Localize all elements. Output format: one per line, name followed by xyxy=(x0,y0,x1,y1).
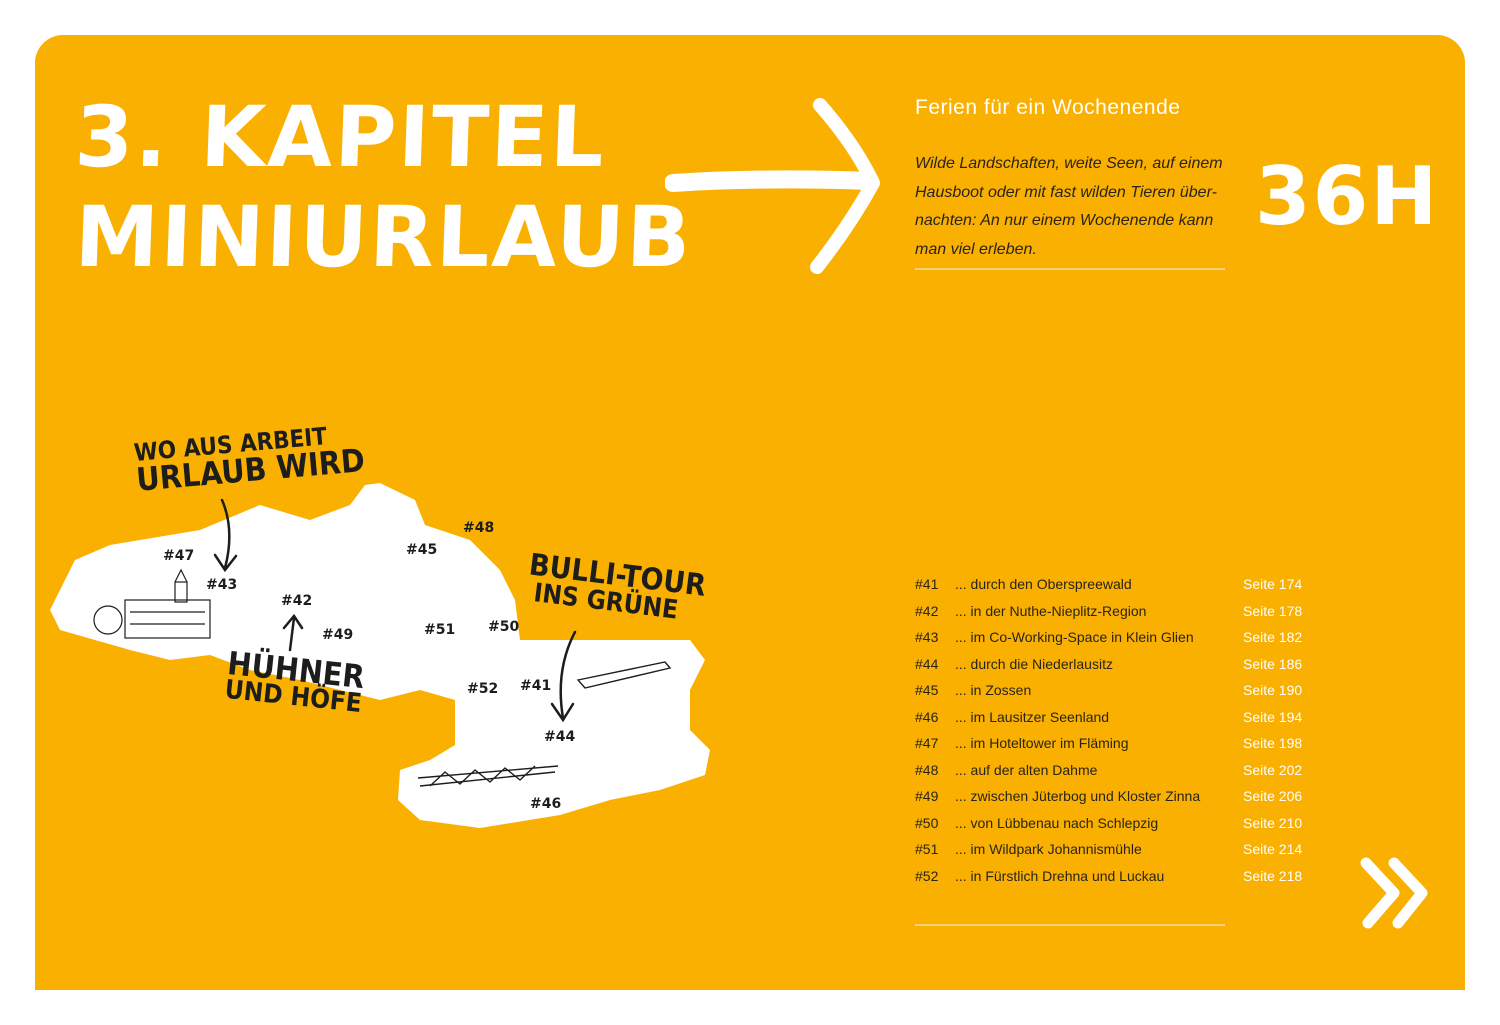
toc-number: #52 xyxy=(915,867,939,884)
map-marker: #49 xyxy=(322,627,354,643)
castle-illustration xyxy=(93,568,211,639)
toc-page: Seite 202 xyxy=(1243,761,1303,778)
toc-entry[interactable]: #43 ... im Co-Working-Space in Klein Glie… xyxy=(915,624,1315,651)
toc-title: ... in Zossen xyxy=(955,682,1032,699)
bridge-illustration xyxy=(417,765,559,787)
divider-top xyxy=(915,268,1225,270)
toc-number: #51 xyxy=(915,841,939,858)
annotation-arrow-1 xyxy=(213,498,238,573)
toc-page: Seite 198 xyxy=(1243,735,1303,752)
divider-bottom xyxy=(915,924,1225,926)
toc-entry[interactable]: #47 ... im Hoteltower im Fläming Seite 198 xyxy=(915,730,1315,757)
map-marker: #46 xyxy=(530,796,562,812)
toc-title: ... zwischen Jüterbog und Kloster Zinna xyxy=(955,788,1201,805)
toc-number: #49 xyxy=(915,788,939,805)
toc-page: Seite 186 xyxy=(1243,655,1303,672)
toc-number: #43 xyxy=(915,629,939,646)
toc-entry[interactable]: #52 ... in Fürstlich Drehna und Luckau Sei… xyxy=(915,863,1315,890)
map-marker: #43 xyxy=(206,577,238,593)
toc-title: ... im Hoteltower im Fläming xyxy=(955,735,1129,752)
toc-page: Seite 178 xyxy=(1243,602,1303,619)
toc-number: #44 xyxy=(915,655,939,672)
map-marker: #42 xyxy=(281,593,313,609)
toc-title: ... im Lausitzer Seenland xyxy=(955,708,1110,725)
toc-entry[interactable]: #51 ... im Wildpark Johannismühle Seite 21… xyxy=(915,836,1315,863)
toc-entry[interactable]: #41 ... durch den Oberspreewald Seite 174 xyxy=(915,571,1315,598)
toc-entry[interactable]: #49 ... zwischen Jüterbog und Kloster Zin… xyxy=(915,783,1315,810)
toc-page: Seite 174 xyxy=(1243,576,1303,593)
map-marker: #48 xyxy=(463,520,495,536)
toc-number: #48 xyxy=(915,761,939,778)
toc-page: Seite 218 xyxy=(1243,867,1303,884)
toc-page: Seite 182 xyxy=(1243,629,1303,646)
double-chevron-right-icon[interactable] xyxy=(1358,855,1436,930)
map-marker: #45 xyxy=(406,542,438,558)
duration-label: 36H xyxy=(1255,150,1440,243)
map-marker: #52 xyxy=(467,681,499,697)
toc-number: #41 xyxy=(915,576,939,593)
toc-entry[interactable]: #44 ... durch die Niederlausitz Seite 186 xyxy=(915,651,1315,678)
chapter-intro: Wilde Landschaften, weite Seen, auf eine… xyxy=(915,155,1223,258)
toc-page: Seite 210 xyxy=(1243,814,1303,831)
toc-entry[interactable]: #50 ... von Lübbenau nach Schlepzig Seite … xyxy=(915,810,1315,837)
toc-page: Seite 194 xyxy=(1243,708,1303,725)
annotation-arrow-2 xyxy=(550,630,577,723)
toc-page: Seite 190 xyxy=(1243,682,1303,699)
toc-title: ... durch die Niederlausitz xyxy=(955,655,1113,672)
toc-title: ... im Wildpark Johannismühle xyxy=(955,841,1142,858)
toc-entry[interactable]: #46 ... im Lausitzer Seenland Seite 194 xyxy=(915,704,1315,731)
toc-title: ... von Lübbenau nach Schlepzig xyxy=(955,814,1159,831)
toc-title: ... auf der alten Dahme xyxy=(955,761,1098,778)
annotation-arrow-3 xyxy=(282,613,304,652)
toc-title: ... in der Nuthe-Nieplitz-Region xyxy=(955,602,1147,619)
toc-page: Seite 214 xyxy=(1243,841,1303,858)
toc-number: #50 xyxy=(915,814,939,831)
map-marker: #51 xyxy=(424,622,456,638)
toc-title: ... durch den Oberspreewald xyxy=(955,576,1132,593)
toc-title: ... im Co-Working-Space in Klein Glien xyxy=(955,629,1194,646)
toc-entry[interactable]: #48 ... auf der alten Dahme Seite 202 xyxy=(915,757,1315,784)
toc-entry[interactable]: #42 ... in der Nuthe-Nieplitz-Region Seite… xyxy=(915,598,1315,625)
toc-number: #47 xyxy=(915,735,939,752)
toc-entry[interactable]: #45 ... in Zossen Seite 190 xyxy=(915,677,1315,704)
toc-title: ... in Fürstlich Drehna und Luckau xyxy=(955,867,1165,884)
map-annotation-huehner: HÜHNER UND HÖFE xyxy=(223,644,366,719)
chapter-subtitle: Ferien für ein Wochenende xyxy=(915,96,1181,119)
map-marker: #41 xyxy=(520,678,552,694)
boat-illustration xyxy=(576,661,672,689)
toc-number: #42 xyxy=(915,602,939,619)
map-marker: #44 xyxy=(544,729,576,745)
map-marker: #47 xyxy=(163,548,195,564)
toc-number: #45 xyxy=(915,682,939,699)
toc-page: Seite 206 xyxy=(1243,788,1303,805)
arrow-right-icon xyxy=(665,98,880,274)
table-of-contents: #41... durch den Oberspreewald Seite 174 #… xyxy=(915,571,1315,889)
map-marker: #50 xyxy=(488,619,520,635)
toc-number: #46 xyxy=(915,708,939,725)
